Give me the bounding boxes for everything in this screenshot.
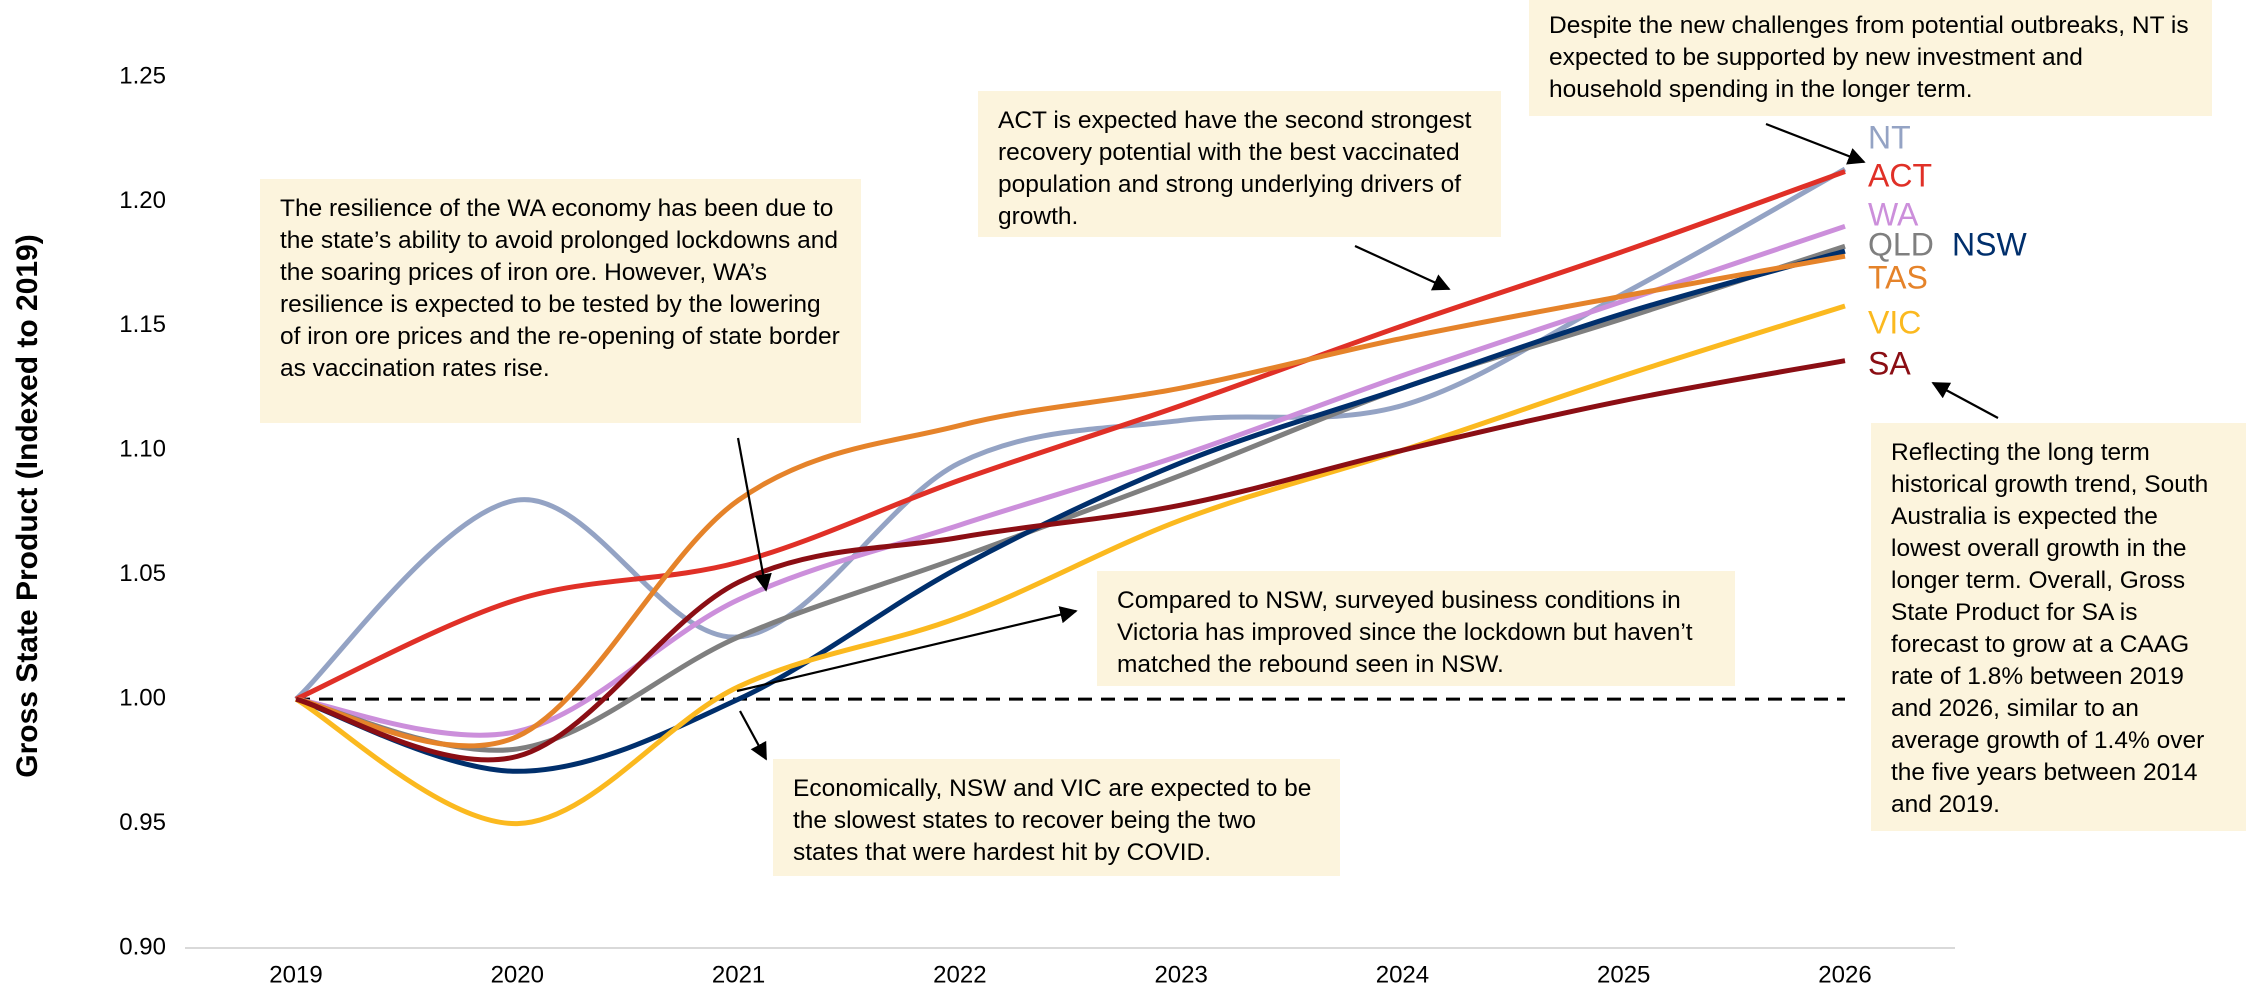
- annotation: Economically, NSW and VIC are expected t…: [773, 759, 1340, 876]
- annotation: Compared to NSW, surveyed business condi…: [1097, 571, 1735, 686]
- y-tick-label: 1.20: [119, 187, 166, 214]
- y-tick-label: 1.00: [119, 684, 166, 711]
- series-line: [295, 223, 1846, 738]
- legend-label: QLD: [1868, 226, 1934, 262]
- legend-label: TAS: [1868, 259, 1928, 295]
- legend-label: NT: [1868, 119, 1911, 155]
- arrow: [736, 437, 772, 592]
- annotation: Despite the new challenges from potentia…: [1529, 0, 2212, 116]
- legend-label: SA: [1868, 345, 1911, 381]
- y-tick-label: 0.90: [119, 933, 166, 960]
- y-tick-label: 1.10: [119, 436, 166, 463]
- y-tick-label: 1.05: [119, 560, 166, 587]
- arrow: [1354, 244, 1451, 291]
- arrow: [736, 606, 1078, 693]
- x-tick-label: 2026: [1818, 961, 1871, 988]
- legend-label: VIC: [1868, 304, 1921, 340]
- arrow: [739, 710, 767, 761]
- series-line: [295, 248, 1846, 774]
- y-tick-label: 0.95: [119, 809, 166, 836]
- y-axis-label: Gross State Product (Indexed to 2019): [11, 234, 44, 777]
- x-tick-label: 2021: [712, 961, 765, 988]
- series-line: [294, 169, 1846, 702]
- legend-label: NSW: [1952, 226, 2027, 262]
- arrow: [1931, 382, 1999, 419]
- y-tick-label: 1.15: [119, 311, 166, 338]
- y-tick-label: 1.25: [119, 62, 166, 89]
- x-tick-label: 2022: [933, 961, 986, 988]
- annotation: ACT is expected have the second stronges…: [978, 91, 1501, 237]
- annotation: The resilience of the WA economy has bee…: [260, 179, 861, 423]
- x-tick-label: 2020: [491, 961, 544, 988]
- x-tick-label: 2019: [269, 961, 322, 988]
- x-tick-label: 2024: [1376, 961, 1429, 988]
- legend-label: ACT: [1868, 157, 1932, 193]
- x-tick-label: 2025: [1597, 961, 1650, 988]
- annotation: Reflecting the long term historical grow…: [1871, 423, 2246, 831]
- series-line: [295, 358, 1846, 763]
- series-line: [295, 253, 1846, 749]
- series-line: [294, 303, 1846, 827]
- x-tick-label: 2023: [1154, 961, 1207, 988]
- arrow: [1765, 122, 1866, 165]
- legend-label: WA: [1868, 196, 1919, 232]
